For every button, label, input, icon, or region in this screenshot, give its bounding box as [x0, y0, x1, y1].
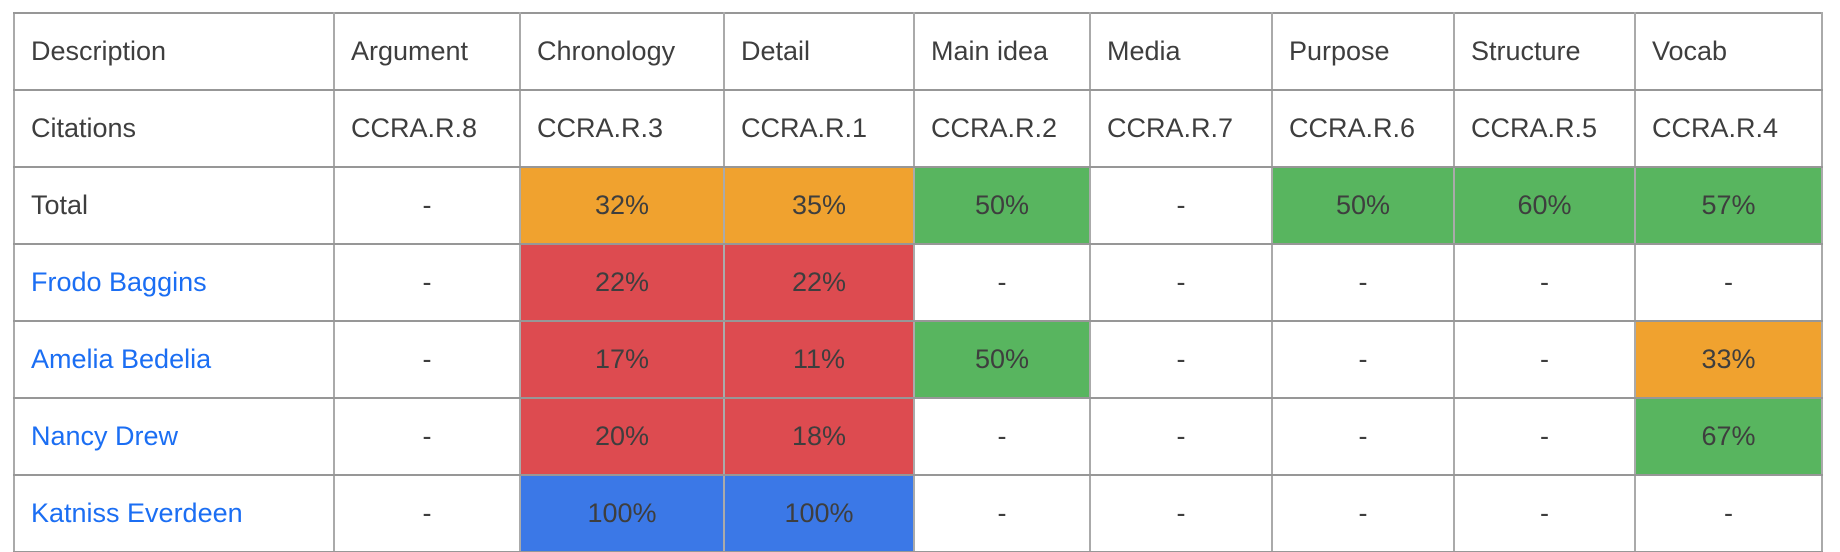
score-cell: - — [1634, 474, 1823, 552]
citation-ccra-r5: CCRA.R.5 — [1453, 89, 1636, 168]
column-header-purpose: Purpose — [1271, 12, 1455, 91]
score-cell: 35% — [723, 166, 915, 245]
score-cell: - — [1271, 320, 1455, 399]
score-cell: 100% — [519, 474, 725, 552]
student-link-nancy-drew[interactable]: Nancy Drew — [13, 397, 335, 476]
citation-ccra-r2: CCRA.R.2 — [913, 89, 1091, 168]
score-cell: 11% — [723, 320, 915, 399]
score-cell: - — [333, 320, 521, 399]
score-cell: - — [333, 166, 521, 245]
score-cell: 60% — [1453, 166, 1636, 245]
score-cell: 33% — [1634, 320, 1823, 399]
score-cell: - — [1089, 474, 1273, 552]
score-cell: 50% — [913, 166, 1091, 245]
score-cell: 20% — [519, 397, 725, 476]
score-cell: 22% — [723, 243, 915, 322]
score-cell: - — [333, 474, 521, 552]
score-cell: 32% — [519, 166, 725, 245]
score-cell: - — [913, 397, 1091, 476]
student-row: Frodo Baggins - 22% 22% - - - - - — [13, 243, 1823, 322]
score-cell: - — [913, 474, 1091, 552]
citation-ccra-r7: CCRA.R.7 — [1089, 89, 1273, 168]
column-header-chronology: Chronology — [519, 12, 725, 91]
skills-report-table-container: Description Argument Chronology Detail M… — [13, 12, 1825, 552]
student-link-amelia-bedelia[interactable]: Amelia Bedelia — [13, 320, 335, 399]
score-cell: - — [1271, 243, 1455, 322]
score-cell: - — [333, 397, 521, 476]
score-cell: 100% — [723, 474, 915, 552]
citation-ccra-r4: CCRA.R.4 — [1634, 89, 1823, 168]
citations-row-label: Citations — [13, 89, 335, 168]
student-row: Katniss Everdeen - 100% 100% - - - - - — [13, 474, 1823, 552]
skills-report-table: Description Argument Chronology Detail M… — [13, 12, 1823, 552]
score-cell: - — [1089, 243, 1273, 322]
score-cell: - — [1089, 166, 1273, 245]
score-cell: 50% — [1271, 166, 1455, 245]
score-cell: - — [1453, 397, 1636, 476]
score-cell: - — [333, 243, 521, 322]
student-row: Amelia Bedelia - 17% 11% 50% - - - 33% — [13, 320, 1823, 399]
column-header-media: Media — [1089, 12, 1273, 91]
column-header-structure: Structure — [1453, 12, 1636, 91]
citations-row: Citations CCRA.R.8 CCRA.R.3 CCRA.R.1 CCR… — [13, 89, 1823, 168]
score-cell: 22% — [519, 243, 725, 322]
column-header-argument: Argument — [333, 12, 521, 91]
score-cell: - — [1453, 320, 1636, 399]
score-cell: - — [913, 243, 1091, 322]
score-cell: - — [1453, 243, 1636, 322]
student-row: Nancy Drew - 20% 18% - - - - 67% — [13, 397, 1823, 476]
score-cell: - — [1634, 243, 1823, 322]
score-cell: - — [1271, 474, 1455, 552]
total-row-label: Total — [13, 166, 335, 245]
score-cell: 57% — [1634, 166, 1823, 245]
column-header-detail: Detail — [723, 12, 915, 91]
score-cell: - — [1453, 474, 1636, 552]
citation-ccra-r6: CCRA.R.6 — [1271, 89, 1455, 168]
column-header-description: Description — [13, 12, 335, 91]
student-link-frodo-baggins[interactable]: Frodo Baggins — [13, 243, 335, 322]
column-header-vocab: Vocab — [1634, 12, 1823, 91]
score-cell: - — [1089, 397, 1273, 476]
header-row: Description Argument Chronology Detail M… — [13, 12, 1823, 91]
total-row: Total - 32% 35% 50% - 50% 60% 57% — [13, 166, 1823, 245]
column-header-main-idea: Main idea — [913, 12, 1091, 91]
score-cell: 18% — [723, 397, 915, 476]
citation-ccra-r3: CCRA.R.3 — [519, 89, 725, 168]
score-cell: - — [1271, 397, 1455, 476]
score-cell: 67% — [1634, 397, 1823, 476]
score-cell: - — [1089, 320, 1273, 399]
citation-ccra-r1: CCRA.R.1 — [723, 89, 915, 168]
score-cell: 50% — [913, 320, 1091, 399]
score-cell: 17% — [519, 320, 725, 399]
citation-ccra-r8: CCRA.R.8 — [333, 89, 521, 168]
student-link-katniss-everdeen[interactable]: Katniss Everdeen — [13, 474, 335, 552]
